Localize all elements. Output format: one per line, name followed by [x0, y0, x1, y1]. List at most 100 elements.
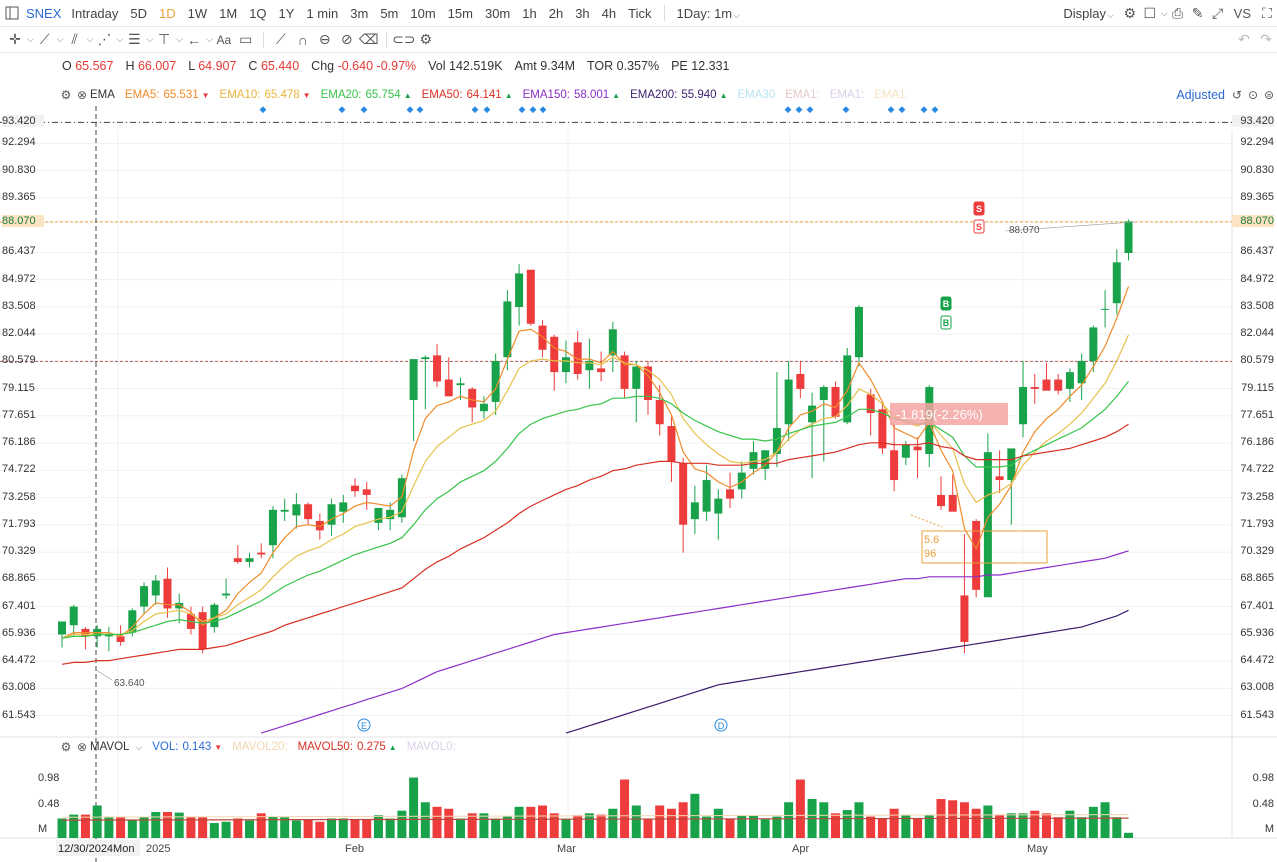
- timeframe-tab[interactable]: 15m: [447, 5, 473, 21]
- timeframe-tab[interactable]: 1Y: [278, 5, 295, 21]
- legend-item[interactable]: EMA1:: [874, 89, 909, 101]
- candle-body: [374, 507, 383, 523]
- volume-close-icon[interactable]: ⊗: [76, 740, 88, 754]
- display-menu[interactable]: Display⌵: [1063, 5, 1114, 21]
- volume-bar: [666, 808, 676, 838]
- timeframe-tab[interactable]: 5D: [130, 5, 148, 21]
- candle-body: [315, 520, 324, 531]
- pencil-icon[interactable]: ✎: [1191, 4, 1204, 21]
- legend-item[interactable]: EMA20: 65.754 ▲: [320, 89, 412, 101]
- candle-body: [409, 359, 418, 401]
- volume-bar: [854, 802, 864, 838]
- trash-icon[interactable]: ⌫: [358, 31, 379, 47]
- text-icon[interactable]: Aa: [216, 32, 232, 47]
- panel-toggle-icon[interactable]: [2, 3, 22, 23]
- event-marker: ◆: [407, 104, 414, 114]
- legend-item[interactable]: EMA30: [737, 89, 776, 101]
- channel-icon[interactable]: ⫽: [71, 31, 78, 47]
- timeframe-tab[interactable]: Intraday: [71, 5, 119, 21]
- timeframe-tab[interactable]: Tick: [628, 5, 652, 21]
- link-icon[interactable]: ⊂⊃: [392, 31, 416, 47]
- candle-body: [1112, 262, 1121, 304]
- magnet-icon[interactable]: ∩: [297, 31, 308, 48]
- volume-bar: [432, 806, 442, 838]
- timeframe-tab[interactable]: 5m: [380, 5, 399, 21]
- legend-item[interactable]: EMA50: 64.141 ▲: [421, 89, 513, 101]
- measure-icon[interactable]: ⊤: [158, 31, 171, 47]
- comment-icon[interactable]: ▭: [239, 31, 253, 47]
- timeframe-tab[interactable]: 30m: [484, 5, 511, 21]
- hide-icon[interactable]: ⊘: [340, 31, 353, 47]
- candle-body: [983, 452, 992, 598]
- undo-icon[interactable]: ↶: [1238, 31, 1250, 47]
- candle-body: [890, 450, 899, 481]
- price-axis-label: 77.651: [1240, 408, 1274, 421]
- legend-item[interactable]: MAVOL50: 0.275 ▲: [297, 741, 397, 753]
- maximize-icon[interactable]: ⛶: [1262, 4, 1272, 21]
- volume-bar: [877, 818, 887, 838]
- ema-title[interactable]: EMA: [90, 89, 115, 101]
- camera-icon[interactable]: ⎙: [1172, 4, 1184, 21]
- legend-item[interactable]: EMA10: 65.478 ▼: [219, 89, 311, 101]
- timeframe-tab[interactable]: 4h: [601, 5, 617, 21]
- timeframe-tab[interactable]: 1 min: [306, 5, 339, 21]
- candle-body: [479, 403, 488, 412]
- legend-item[interactable]: VOL: 0.143 ▼: [152, 741, 223, 753]
- timeframe-tab[interactable]: 3m: [350, 5, 369, 21]
- timeframe-tab[interactable]: 1W: [187, 5, 208, 21]
- compare-button[interactable]: VS: [1233, 5, 1251, 21]
- timeframe-tab[interactable]: 1Q: [249, 5, 267, 21]
- timeframe-tab[interactable]: 1h: [522, 5, 537, 21]
- redo-icon[interactable]: ↷: [1260, 31, 1272, 47]
- gear-small-icon[interactable]: ⚙: [419, 31, 433, 47]
- candle-body: [1065, 372, 1074, 389]
- indicator-settings-icon[interactable]: ⚙: [60, 88, 72, 102]
- volume-settings-icon[interactable]: ⚙: [60, 740, 72, 754]
- legend-item[interactable]: EMA1:: [829, 89, 865, 101]
- crosshair-icon[interactable]: ✛: [9, 31, 21, 47]
- lock-icon[interactable]: ⊖: [318, 31, 331, 47]
- price-axis-label: 88.070: [1232, 214, 1274, 227]
- timeframe-tab[interactable]: 10m: [410, 5, 436, 21]
- legend-item[interactable]: EMA5: 65.531 ▼: [124, 89, 210, 101]
- arrow-icon[interactable]: ←: [186, 31, 201, 48]
- timeframe-tab[interactable]: 2h: [548, 5, 564, 21]
- volume-bar: [385, 818, 395, 838]
- collapse-icon[interactable]: ⊙: [1247, 88, 1259, 102]
- candle-body: [280, 509, 289, 512]
- menu-icon[interactable]: ⊜: [1263, 88, 1275, 102]
- timeframe-tab[interactable]: 1M: [219, 5, 238, 21]
- timeframe-tab[interactable]: 3h: [575, 5, 590, 21]
- reset-icon[interactable]: ↺: [1231, 88, 1243, 102]
- timeframe-tab[interactable]: 1D: [159, 5, 176, 21]
- pattern-icon[interactable]: ⋰: [97, 31, 112, 47]
- interval-select[interactable]: 1Day: 1m⌵: [676, 5, 740, 21]
- fullscreen-icon[interactable]: ⤢: [1212, 4, 1224, 21]
- event-marker: ◆: [932, 104, 939, 114]
- mavol-title[interactable]: MAVOL ⌵: [90, 741, 143, 753]
- settings-icon[interactable]: ⚙: [1123, 4, 1137, 21]
- ohlc-high: H 66.007: [125, 59, 177, 73]
- adjusted-toggle[interactable]: Adjusted: [1176, 88, 1225, 102]
- volume-bar: [631, 805, 641, 838]
- legend-item[interactable]: EMA200: 55.940 ▲: [630, 89, 728, 101]
- volume-bar: [373, 815, 383, 838]
- fib-icon[interactable]: ☰: [128, 31, 141, 47]
- close-icon[interactable]: ⊗: [76, 88, 88, 102]
- low-marker-leader: [95, 669, 113, 681]
- ruler-icon[interactable]: ⟋: [275, 31, 286, 47]
- candle-body: [749, 452, 758, 469]
- price-axis-label-left: 64.472: [2, 654, 36, 667]
- legend-item[interactable]: MAVOL20:: [232, 741, 288, 753]
- legend-item[interactable]: MAVOL0:: [406, 741, 456, 753]
- mavol20-line: [61, 814, 1129, 818]
- candle-body: [257, 552, 266, 555]
- candle-body: [245, 558, 254, 562]
- layout-square-icon[interactable]: ☐: [1143, 4, 1157, 21]
- legend-item[interactable]: EMA150: 58.001 ▲: [522, 89, 621, 101]
- symbol-label[interactable]: SNEX: [26, 5, 62, 21]
- trendline-icon[interactable]: ⟋: [39, 31, 50, 47]
- legend-item[interactable]: EMA1:: [785, 89, 820, 101]
- ohlc-turnover: TOR 0.357%: [587, 59, 660, 73]
